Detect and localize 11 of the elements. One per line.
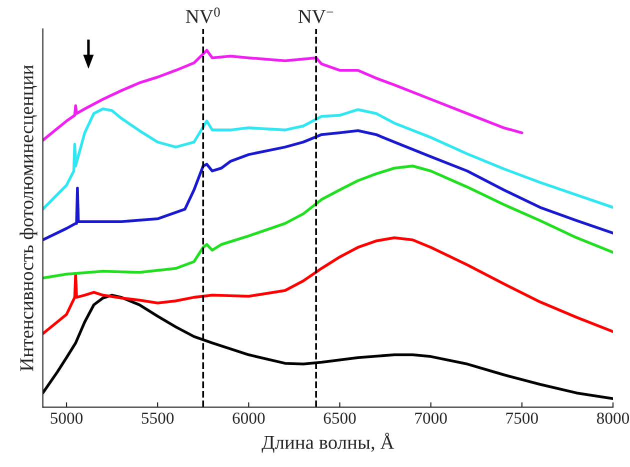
x-tick-label: 5500 <box>142 412 174 424</box>
x-tick-label: 8000 <box>596 412 630 424</box>
x-tick-label: 6000 <box>232 412 265 424</box>
x-tick-label: 5000 <box>50 412 83 424</box>
ref-line-label: NV$^{0}$ <box>186 8 220 24</box>
ref-line-label: NV$^{−}$ <box>298 10 334 24</box>
x-axis-title: Длина волны, Å <box>262 432 394 453</box>
x-tick-label: 7000 <box>415 412 447 424</box>
x-tick-label: 7500 <box>506 412 538 424</box>
x-tick-label: 6500 <box>324 412 356 424</box>
y-axis-title: Интенсивность фотолюминесценции <box>20 65 38 371</box>
